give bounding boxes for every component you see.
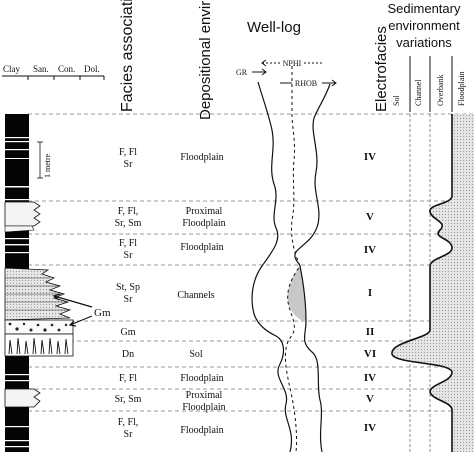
electrofacies-code: IV [364, 422, 376, 434]
env-header-channel: Channel [414, 79, 423, 106]
facies-text: St, Sp [116, 282, 140, 293]
facies-text: F, Fl, [118, 206, 139, 217]
environment-text: Floodplain [180, 425, 223, 436]
electrofacies-code: IV [364, 372, 376, 384]
log-legend: NPHI GR RHOB [236, 59, 337, 88]
facies-association-header: Facies association [119, 0, 136, 112]
legend-gr: GR [236, 68, 248, 77]
crossover-shading [287, 266, 306, 322]
env-header-overbank: Overbank [436, 74, 445, 106]
well-log-curves [251, 66, 331, 452]
unit-row-2: F, Fl, Sr, Sm Proximal Floodplain V [115, 206, 374, 229]
lithology-header: Clay San. Con. Dol. [2, 64, 105, 80]
facies-text: F, Fl [119, 147, 137, 158]
env-header-sol: Sol [392, 95, 401, 106]
facies-text: Sr [124, 250, 134, 261]
lithology-column [4, 114, 74, 452]
nphi-curve [284, 66, 301, 452]
facies-text: Sr [124, 159, 134, 170]
unit-row-3: F, Fl Sr Floodplain IV [119, 238, 376, 261]
environment-text: Channels [177, 290, 214, 301]
gm-pointer-label: Gm [94, 307, 111, 319]
facies-text: Sr, Sm [115, 218, 142, 229]
unit-row-8: Sr, Sm Proximal Floodplain V [115, 390, 374, 413]
well-log-title: Well-log [247, 19, 301, 36]
gr-curve [251, 81, 292, 452]
electrofacies-code: I [368, 287, 372, 299]
facies-text: Gm [121, 327, 136, 338]
unit-row-5: Gm II [121, 326, 375, 338]
environment-text: Floodplain [182, 218, 225, 229]
environment-text: Sol [189, 349, 203, 360]
environment-text: Proximal [186, 390, 223, 401]
facies-text: F, Fl [119, 373, 137, 384]
rhob-curve [294, 83, 331, 452]
environment-text: Floodplain [180, 242, 223, 253]
variation-curve [391, 114, 453, 452]
lith-label-dol: Dol. [84, 64, 100, 74]
facies-text: Sr, Sm [115, 394, 142, 405]
unit-row-9: F, Fl, Sr Floodplain IV [118, 417, 376, 440]
unit-row-4: St, Sp Sr Channels I [116, 282, 372, 305]
lith-label-clay: Clay [3, 64, 20, 74]
electrofacies-code: II [366, 326, 375, 338]
env-column-headers: Sol Channel Overbank Floodplain [392, 56, 466, 112]
electrofacies-code: IV [364, 244, 376, 256]
unit-row-1: F, Fl Sr Floodplain IV [119, 147, 376, 170]
gm-pointer: Gm [52, 293, 111, 327]
env-header-floodplain: Floodplain [457, 71, 466, 106]
lith-label-sand: San. [33, 64, 49, 74]
facies-text: Sr [124, 429, 134, 440]
facies-text: F, Fl, [118, 417, 139, 428]
legend-nphi: NPHI [283, 59, 302, 68]
environment-text: Floodplain [182, 402, 225, 413]
lith-label-cong: Con. [58, 64, 75, 74]
electrofacies-code: V [366, 211, 374, 223]
electrofacies-code: VI [364, 348, 376, 360]
unit-row-7: F, Fl Floodplain IV [119, 372, 376, 384]
depositional-environment-header: Depositional environment [197, 0, 214, 120]
facies-text: Dn [122, 349, 134, 360]
facies-text: Sr [124, 294, 134, 305]
sedimentary-title-line1: Sedimentary [388, 1, 461, 16]
sedimentary-title-line2: environment [388, 18, 460, 33]
electrofacies-code: V [366, 393, 374, 405]
environment-text: Proximal [186, 206, 223, 217]
variation-fill [391, 114, 474, 452]
unit-boundaries [28, 113, 474, 412]
environment-text: Floodplain [180, 152, 223, 163]
unit-row-6: Dn Sol VI [122, 348, 376, 360]
sedimentary-title-line3: variations [396, 35, 452, 50]
legend-rhob: RHOB [295, 79, 317, 88]
environment-text: Floodplain [180, 373, 223, 384]
facies-text: F, Fl [119, 238, 137, 249]
sedimentary-variation-panel [391, 114, 474, 452]
scale-bar-label: 1 metre [43, 153, 52, 178]
scale-bar: 1 metre [37, 141, 52, 179]
electrofacies-code: IV [364, 151, 376, 163]
electrofacies-header: Electrofacies [373, 26, 390, 112]
